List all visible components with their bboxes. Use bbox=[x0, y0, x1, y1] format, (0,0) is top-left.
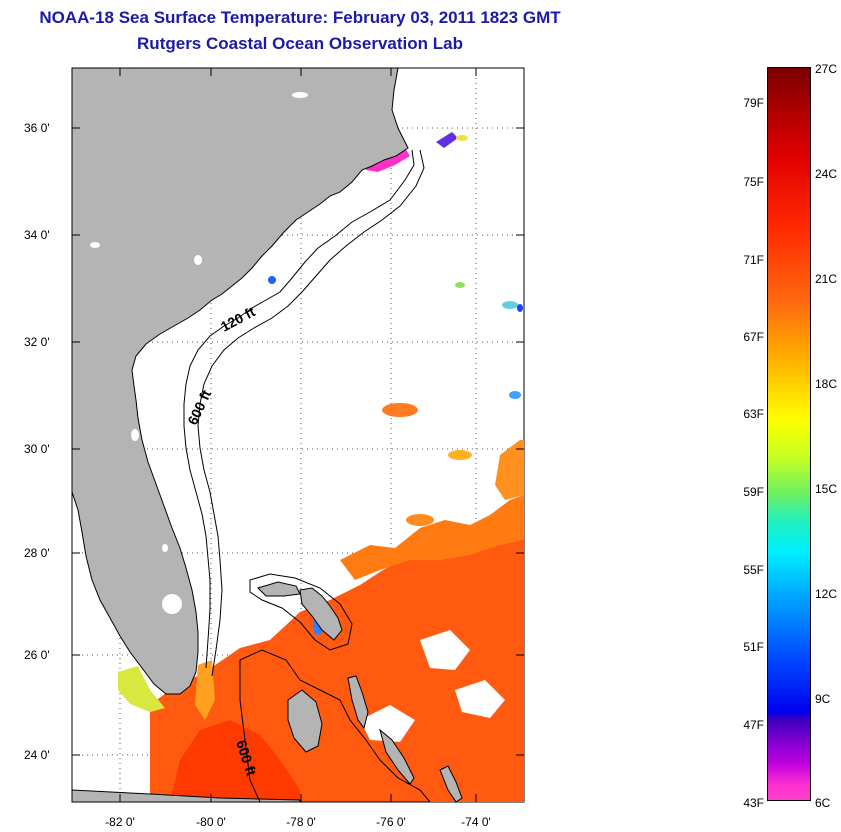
sst-patch-cloud-gap-2 bbox=[360, 705, 415, 742]
colorbar-frame bbox=[767, 67, 811, 801]
colorbar-f-43: 43F bbox=[743, 796, 764, 810]
sst-patch-northeast bbox=[495, 440, 524, 500]
colorbar-f-55: 55F bbox=[743, 563, 764, 577]
colorbar-c-18: 18C bbox=[815, 377, 838, 391]
colorbar-f-63: 63F bbox=[743, 407, 764, 421]
colorbar-c-21: 21C bbox=[815, 272, 838, 286]
colorbar-f-59: 59F bbox=[743, 485, 764, 499]
contour-bahamas-shelf bbox=[249, 573, 353, 651]
colorbar-c-12: 12C bbox=[815, 587, 838, 601]
sst-patch-florida-keys bbox=[118, 666, 165, 712]
lon-label-82: -82 0' bbox=[105, 815, 135, 829]
sst-patch-bahamas-bank bbox=[170, 720, 300, 802]
contour-great-bahama-bank bbox=[239, 649, 432, 803]
land bbox=[71, 67, 463, 803]
sst-patch-shelf-east bbox=[340, 495, 524, 580]
colorbar-f-51: 51F bbox=[743, 640, 764, 654]
lon-label-80: -80 0' bbox=[196, 815, 226, 829]
lake-inland-3 bbox=[90, 242, 100, 248]
colorbar-c-27: 27C bbox=[815, 62, 838, 76]
sst-patch-offshore-1 bbox=[382, 403, 418, 417]
land-bahamas-abaco bbox=[299, 587, 343, 641]
land-cuba-edge bbox=[71, 789, 301, 803]
sst-patch-offshore-3 bbox=[406, 514, 434, 526]
lat-label-28: 28 0' bbox=[24, 546, 50, 560]
colorbar-f-75: 75F bbox=[743, 175, 764, 189]
lake-okeechobee bbox=[162, 594, 182, 614]
lat-label-32: 32 0' bbox=[24, 335, 50, 349]
colorbar-c-6: 6C bbox=[815, 796, 831, 810]
land-us-east-coast bbox=[71, 67, 409, 695]
colorbar-f-79: 79F bbox=[743, 96, 764, 110]
lat-label-30: 30 0' bbox=[24, 442, 50, 456]
sst-patch-offshore-5 bbox=[502, 301, 518, 309]
lake-inland-4 bbox=[292, 92, 308, 98]
colorbar-f-71: 71F bbox=[743, 253, 764, 267]
lakes bbox=[90, 92, 308, 614]
land-bahamas-long bbox=[439, 765, 463, 803]
lat-label-26: 26 0' bbox=[24, 648, 50, 662]
map-title: NOAA-18 Sea Surface Temperature: Februar… bbox=[39, 8, 561, 27]
colorbar-c-15: 15C bbox=[815, 482, 838, 496]
sst-patch-offshore-7 bbox=[455, 282, 465, 288]
sst-patch-outer-banks-yellow bbox=[456, 135, 468, 141]
lon-label-76: -76 0' bbox=[376, 815, 406, 829]
colorbar-gradient bbox=[768, 68, 810, 800]
map-subtitle: Rutgers Coastal Ocean Observation Lab bbox=[137, 34, 463, 53]
colorbar-f-67: 67F bbox=[743, 330, 764, 344]
lat-label-36: 36 0' bbox=[24, 121, 50, 135]
lake-inland-2 bbox=[194, 255, 202, 265]
sst-patch-offshore-6 bbox=[517, 304, 523, 312]
tick-marks bbox=[72, 68, 524, 802]
lon-label-78: -78 0' bbox=[286, 815, 316, 829]
sst-patch-offshore-2 bbox=[448, 450, 472, 460]
sst-patch-outer-banks bbox=[436, 132, 458, 148]
sst-patch-offshore-4 bbox=[509, 391, 521, 399]
contour-120ft bbox=[183, 149, 415, 669]
land-bahamas-eleuthera bbox=[347, 675, 369, 730]
colorbar-c-24: 24C bbox=[815, 167, 838, 181]
land-bahamas-andros bbox=[287, 689, 323, 753]
lat-label-34: 34 0' bbox=[24, 228, 50, 242]
sst-data bbox=[118, 132, 524, 802]
lake-inland-1 bbox=[162, 544, 168, 552]
sst-patch-cloud-gap-3 bbox=[455, 680, 505, 718]
lon-label-74: -74 0' bbox=[461, 815, 491, 829]
bathymetry-contours bbox=[183, 149, 432, 803]
colorbar-f-47: 47F bbox=[743, 718, 764, 732]
sst-patch-cloud-gap-1 bbox=[420, 630, 470, 670]
colorbar-c-9: 9C bbox=[815, 692, 831, 706]
sst-patch-straits bbox=[195, 660, 215, 720]
lake-inland-5 bbox=[131, 429, 139, 441]
lat-label-24: 24 0' bbox=[24, 748, 50, 762]
sst-patch-inshore-blue bbox=[268, 276, 276, 284]
contour-600ft bbox=[197, 149, 425, 677]
land-bahamas-exuma bbox=[379, 728, 415, 785]
land-bahamas-grand bbox=[257, 581, 301, 597]
